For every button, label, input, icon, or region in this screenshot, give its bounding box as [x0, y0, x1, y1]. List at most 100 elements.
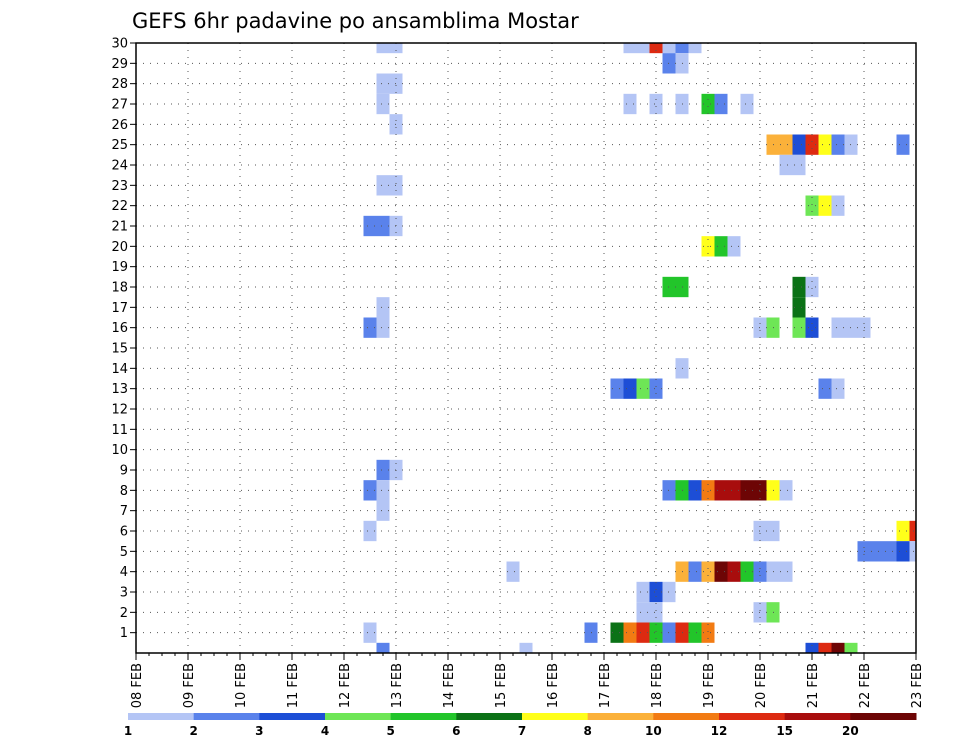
y-tick-label: 8	[120, 484, 128, 499]
heatmap-cell	[818, 134, 832, 155]
heatmap-cell	[701, 622, 715, 643]
x-tick-label: 12 FEB	[338, 663, 353, 708]
heatmap-cell	[818, 642, 832, 653]
colorbar-label: 1	[124, 724, 132, 738]
y-tick-label: 26	[111, 118, 128, 133]
heatmap-cell	[389, 43, 403, 54]
y-tick-label: 20	[111, 240, 128, 255]
colorbar-label: 8	[583, 724, 591, 738]
heatmap-cell	[623, 93, 637, 115]
colorbar-label: 2	[189, 724, 197, 738]
heatmap-cell	[792, 276, 806, 298]
y-tick-label: 12	[111, 403, 128, 418]
heatmap-cell	[376, 317, 390, 338]
heatmap-cell	[779, 561, 793, 582]
heatmap-cell	[636, 622, 650, 643]
x-tick-label: 14 FEB	[442, 663, 457, 708]
heatmap-cell	[831, 134, 845, 155]
heatmap-cell	[688, 43, 702, 54]
colorbar-swatch	[259, 713, 326, 720]
y-axis-ticks: 1234567891011121314151617181920212223242…	[111, 37, 136, 641]
y-tick-label: 10	[111, 443, 128, 458]
heatmap-cell	[727, 236, 741, 257]
heatmap-cell	[818, 378, 832, 399]
heatmap-cell	[623, 43, 637, 54]
x-tick-label: 11 FEB	[286, 663, 301, 708]
heatmap-cell	[649, 622, 663, 643]
heatmap-cell	[779, 154, 793, 176]
colorbar-swatch	[653, 713, 720, 720]
heatmap-cell	[805, 134, 819, 155]
y-tick-label: 3	[120, 586, 128, 601]
heatmap-cell	[662, 43, 676, 54]
heatmap-cell	[688, 622, 702, 643]
y-tick-label: 27	[111, 98, 128, 113]
y-tick-label: 19	[111, 260, 128, 275]
heatmap-cell	[701, 93, 715, 115]
y-tick-label: 15	[111, 342, 128, 357]
heatmap-cell	[909, 541, 916, 562]
y-tick-label: 1	[120, 626, 128, 641]
y-tick-label: 25	[111, 138, 128, 153]
heatmap-cell	[649, 378, 663, 399]
heatmap-cell	[636, 581, 650, 603]
heatmap-cell	[363, 480, 377, 501]
heatmap-cell	[870, 541, 884, 562]
x-tick-label: 22 FEB	[858, 663, 873, 708]
y-tick-label: 16	[111, 321, 128, 336]
colorbar-swatch	[784, 713, 851, 720]
colorbar-swatch	[587, 713, 654, 720]
heatmap-cell	[649, 602, 663, 623]
colorbar: 1 2 3 4 5 6 7 8 10 12 15 20	[124, 713, 917, 738]
heatmap-cell	[376, 500, 390, 521]
colorbar-label: 5	[386, 724, 394, 738]
y-tick-label: 6	[120, 525, 128, 540]
colorbar-swatch	[390, 713, 457, 720]
heatmap-cell	[701, 480, 715, 501]
x-tick-label: 15 FEB	[494, 663, 509, 708]
colorbar-label: 7	[518, 724, 526, 738]
heatmap-cell	[805, 642, 819, 653]
heatmap-cell	[363, 622, 377, 643]
heatmap-cell	[792, 317, 806, 338]
heatmap-cell	[610, 622, 624, 643]
x-tick-label: 08 FEB	[130, 663, 145, 708]
heatmap-cell	[376, 642, 390, 653]
y-tick-label: 11	[111, 423, 128, 438]
heatmap-cell	[636, 43, 650, 54]
heatmap-cell	[896, 134, 910, 155]
heatmap-cell	[818, 195, 832, 216]
y-tick-label: 23	[111, 179, 128, 194]
y-tick-label: 17	[111, 301, 128, 316]
heatmap-cell	[376, 93, 390, 115]
y-tick-label: 14	[111, 362, 128, 377]
x-axis-ticks: 08 FEB 09 FEB 10 FEB 11 FEB 12 FEB 13 FEB 14 F…	[130, 653, 925, 708]
heatmap-cell	[649, 581, 663, 603]
heatmap-cell	[714, 236, 728, 257]
heatmap-cell	[896, 541, 910, 562]
y-tick-label: 22	[111, 199, 128, 214]
heatmap-cell	[831, 317, 845, 338]
heatmap-cell	[883, 541, 897, 562]
heatmap-cell	[610, 378, 624, 399]
heatmap-cell	[688, 480, 702, 501]
heatmap-cell	[688, 561, 702, 582]
heatmap-cell	[519, 642, 533, 653]
heatmap-cell	[714, 561, 728, 582]
heatmap-cell	[701, 561, 715, 582]
heatmap-cell	[376, 175, 390, 196]
heatmap-cell	[831, 195, 845, 216]
x-tick-label: 09 FEB	[182, 663, 197, 708]
colorbar-label: 12	[711, 724, 728, 738]
y-tick-label: 5	[120, 545, 128, 560]
heatmap-cell	[909, 520, 916, 542]
heatmap-cell	[376, 73, 390, 94]
heatmap-cell	[636, 378, 650, 399]
heatmap-cell	[740, 480, 754, 501]
x-tick-label: 13 FEB	[390, 663, 405, 708]
heatmap-cell	[376, 459, 390, 481]
y-tick-label: 24	[111, 159, 128, 174]
heatmap-cell	[740, 93, 754, 115]
x-tick-label: 16 FEB	[546, 663, 561, 708]
